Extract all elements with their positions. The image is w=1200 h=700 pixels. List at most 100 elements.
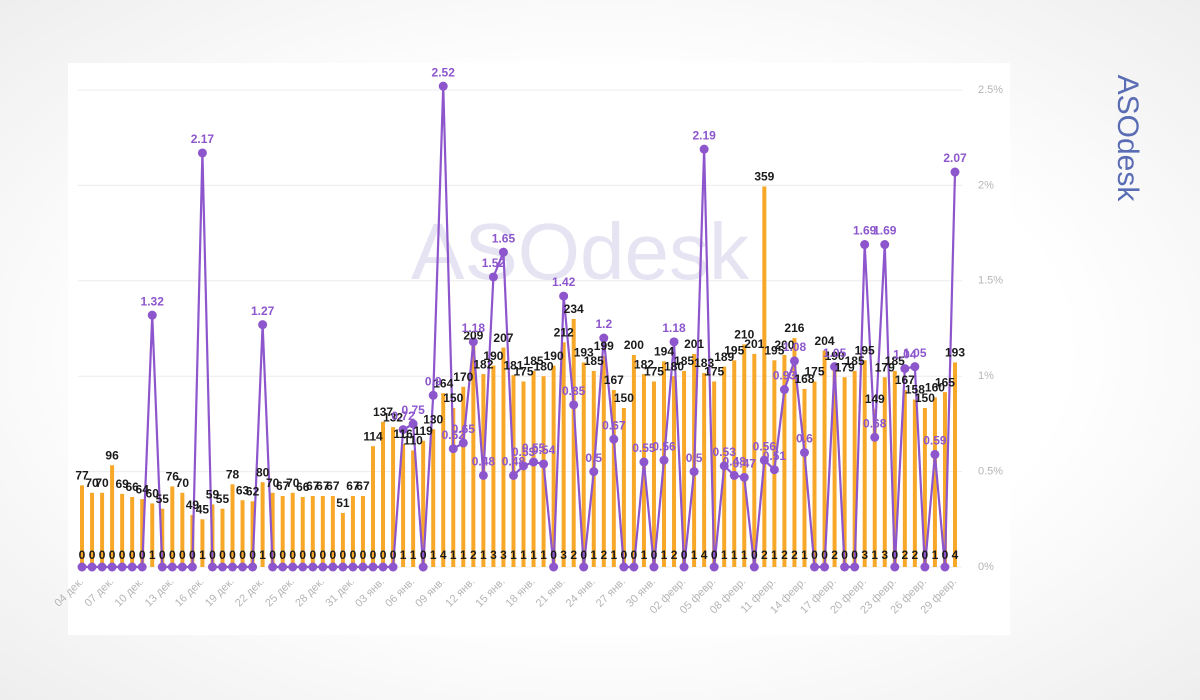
bar-value-label: 45 [196,502,210,516]
bar [922,408,927,567]
line-value-label: 2.19 [692,128,716,142]
line-value-label: 0.93 [773,369,797,383]
line-point [789,356,799,366]
bar [802,388,807,567]
line-value-label: 0.54 [532,443,556,457]
count-label: 0 [119,548,126,562]
count-label: 0 [751,548,758,562]
line-point [779,385,789,395]
bar [521,381,526,567]
bar-value-label: 204 [815,334,835,348]
line-point [488,272,498,282]
bar [902,389,907,567]
count-label: 0 [139,548,146,562]
bar-value-label: 185 [524,354,544,368]
count-label: 1 [731,548,738,562]
bar-value-label: 76 [166,470,180,484]
line-value-label: 1.32 [141,294,165,308]
line-value-label: 2.52 [432,65,456,79]
bar-value-label: 179 [835,360,855,374]
line-point [87,562,97,572]
line-value-label: 2.07 [943,151,967,165]
bar-value-label: 132 [383,410,403,424]
line-layer [77,81,960,572]
line-value-label: 1.18 [662,321,686,335]
bar-value-label: 150 [614,391,634,405]
bar-value-label: 70 [176,476,190,490]
line-value-label: 0.62 [442,428,466,442]
count-label: 1 [410,548,417,562]
bar [270,492,275,567]
line-point [579,562,589,572]
count-label: 1 [932,548,939,562]
bar [702,373,707,567]
bar-value-label: 114 [363,429,383,443]
count-label: 1 [641,548,648,562]
line-point [950,167,960,177]
bar-value-label: 67 [356,479,370,493]
bar-value-label: 194 [654,345,674,359]
count-label: 1 [460,548,467,562]
bar [842,377,847,567]
bar-value-label: 200 [774,338,794,352]
count-label: 2 [671,548,678,562]
line-point [137,562,147,572]
line-point [308,562,318,572]
bar-value-label: 168 [794,372,814,386]
bar-value-label: 70 [85,476,99,490]
bar [110,465,115,567]
line-point [278,562,288,572]
line-point [539,459,549,469]
line-value-label: 0.48 [723,455,747,469]
count-label: 1 [691,548,698,562]
bar [280,495,285,567]
bar-value-label: 49 [186,498,200,512]
count-label: 0 [169,548,176,562]
line-point [448,444,458,454]
bar-value-label: 116 [393,427,413,441]
line-point [398,425,408,435]
count-label: 0 [420,548,427,562]
line-value-label: 0.5 [585,451,602,465]
count-label: 0 [109,548,116,562]
line-value-label: 0.68 [863,416,887,430]
bar-value-label: 195 [764,343,784,357]
count-label: 0 [651,548,658,562]
bar [611,389,616,567]
count-label: 0 [891,548,898,562]
count-label: 1 [590,548,597,562]
line-point [288,562,298,572]
bar-value-label: 180 [534,359,554,373]
count-label: 1 [771,548,778,562]
bar [712,381,717,567]
line-point [589,467,599,477]
line-point [207,562,217,572]
bar-value-label: 185 [674,354,694,368]
count-label: 0 [851,548,858,562]
line-point [157,562,167,572]
line-point [258,320,268,330]
bar [371,446,375,567]
line-value-label: 1.05 [823,346,847,360]
bar [672,376,677,567]
bar [130,497,135,567]
line-point [900,364,910,374]
line-point [238,562,248,572]
line-point [147,310,157,320]
count-label: 0 [319,548,326,562]
line-point [769,465,779,475]
bar [782,355,787,567]
line-point [519,461,529,471]
count-label: 2 [570,548,577,562]
bar [551,365,556,567]
line-point [890,562,900,572]
line-point [699,144,709,154]
bar [140,499,145,567]
bar-value-label: 212 [554,325,574,339]
bar [812,381,817,567]
bar [381,421,386,567]
count-label: 1 [540,548,547,562]
bar [150,503,155,567]
line-point [318,562,328,572]
count-label: 4 [952,548,959,562]
